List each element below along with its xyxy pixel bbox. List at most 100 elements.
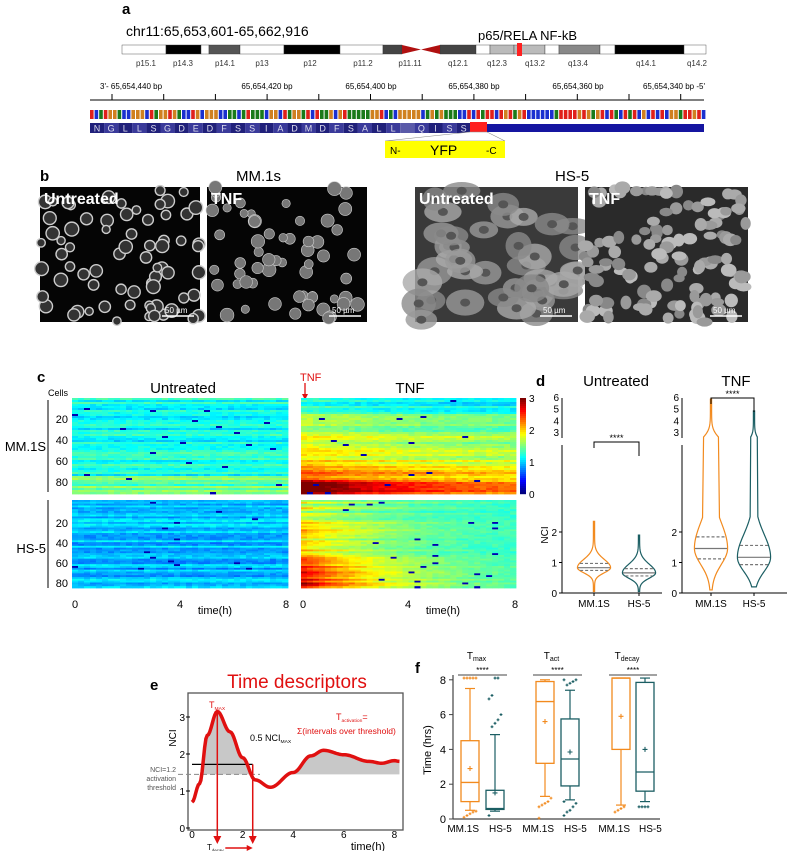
heatmap-cell (456, 492, 462, 494)
band-label: p15.1 (136, 59, 157, 68)
residue-letter: A (362, 124, 368, 134)
band-label: p11.11 (398, 59, 422, 68)
residue-letter: L (377, 124, 382, 134)
nucleus (630, 186, 643, 196)
group-title-hs5: HS-5 (555, 168, 589, 185)
cell (78, 269, 89, 280)
image-label: Untreated (44, 191, 119, 208)
nucleus (519, 213, 529, 221)
nucleotide (582, 110, 586, 119)
cell (192, 266, 205, 279)
chromosome-band (209, 45, 240, 54)
cell (126, 229, 136, 239)
band-label: p14.1 (215, 59, 236, 68)
heatmap-cell (126, 492, 132, 494)
cell (295, 216, 304, 225)
heatmap-cell (391, 492, 397, 494)
scale-bar-label: 50 µm (165, 306, 188, 315)
nucleus (460, 299, 470, 307)
nucleotide (306, 110, 310, 119)
nucleotide (532, 110, 536, 119)
nucleus (673, 234, 684, 247)
nucleotide (127, 110, 131, 119)
nucleotide (647, 110, 651, 119)
heatmap-cell (204, 492, 210, 494)
cell (65, 243, 74, 252)
nucleotide (343, 110, 347, 119)
cell (65, 222, 79, 236)
nucleotide (490, 110, 494, 119)
ruler-label: 65,654,420 bp (241, 82, 293, 91)
heatmap-cell (264, 492, 270, 494)
heatmap-cell (120, 492, 126, 494)
cell (156, 239, 169, 252)
nucleotide (453, 110, 457, 119)
cell (279, 233, 288, 242)
heatmaps (72, 398, 516, 588)
heatmap-cell (307, 492, 313, 494)
nucleotide (325, 110, 329, 119)
heatmap-cell (138, 492, 144, 494)
nucleotide (568, 110, 572, 119)
cell (263, 253, 276, 266)
heatmap (72, 398, 288, 494)
nucleotide (481, 110, 485, 119)
heatmap-cell (102, 492, 108, 494)
cell (162, 267, 174, 279)
nucleus (414, 299, 424, 307)
residue-letter: Q (418, 124, 425, 134)
heatmap-cell (450, 492, 456, 494)
nucleus (682, 233, 697, 244)
nucleotide (578, 110, 582, 119)
heatmap-cell (414, 492, 420, 494)
nucleotide (113, 110, 117, 119)
nucleotide (118, 110, 122, 119)
nucleotide (256, 110, 260, 119)
residue-letter: N (94, 124, 101, 134)
band-label: q14.1 (636, 59, 657, 68)
heatmap-cell (343, 492, 349, 494)
nucleus (512, 304, 522, 312)
nucleus (647, 217, 660, 226)
nucleus (651, 248, 667, 260)
nucleotide (150, 110, 154, 119)
residue-letter: F (334, 124, 340, 134)
nucleotide (292, 110, 296, 119)
nucleotide (610, 110, 614, 119)
cell (215, 230, 225, 240)
heatmap-cell (234, 492, 240, 494)
chromosome-band (476, 45, 490, 54)
heatmap-cell (150, 492, 156, 494)
cell (179, 293, 189, 303)
centromere (402, 45, 421, 54)
nucleus (663, 313, 674, 324)
nucleus (708, 255, 723, 264)
panel-label-a: a (122, 1, 131, 18)
nucleus (446, 232, 456, 240)
heatmap-cell (444, 492, 450, 494)
nucleotide (366, 110, 370, 119)
cell (65, 262, 74, 271)
heatmap-cell (132, 492, 138, 494)
nucleotide (260, 110, 264, 119)
heatmap-cell (438, 492, 444, 494)
chromosome-band (340, 45, 383, 54)
cell (179, 188, 188, 197)
nucleotide (403, 110, 407, 119)
residue-letter: S (249, 124, 255, 134)
nucleus (694, 260, 705, 273)
nucleotide (458, 110, 462, 119)
column-title-tnf: TNF (395, 380, 424, 397)
residue-letter: E (193, 124, 199, 134)
cell (116, 284, 126, 294)
cell (189, 201, 203, 215)
nucleus (675, 300, 686, 311)
nucleotide (633, 110, 637, 119)
heatmap (301, 398, 516, 494)
band-label: p11.2 (353, 59, 373, 68)
heatmap-cell (480, 492, 486, 494)
region-label: chr11:65,653,601-65,662,916 (126, 23, 309, 39)
heatmap-cell (198, 492, 204, 494)
residue-letter: F (221, 124, 227, 134)
